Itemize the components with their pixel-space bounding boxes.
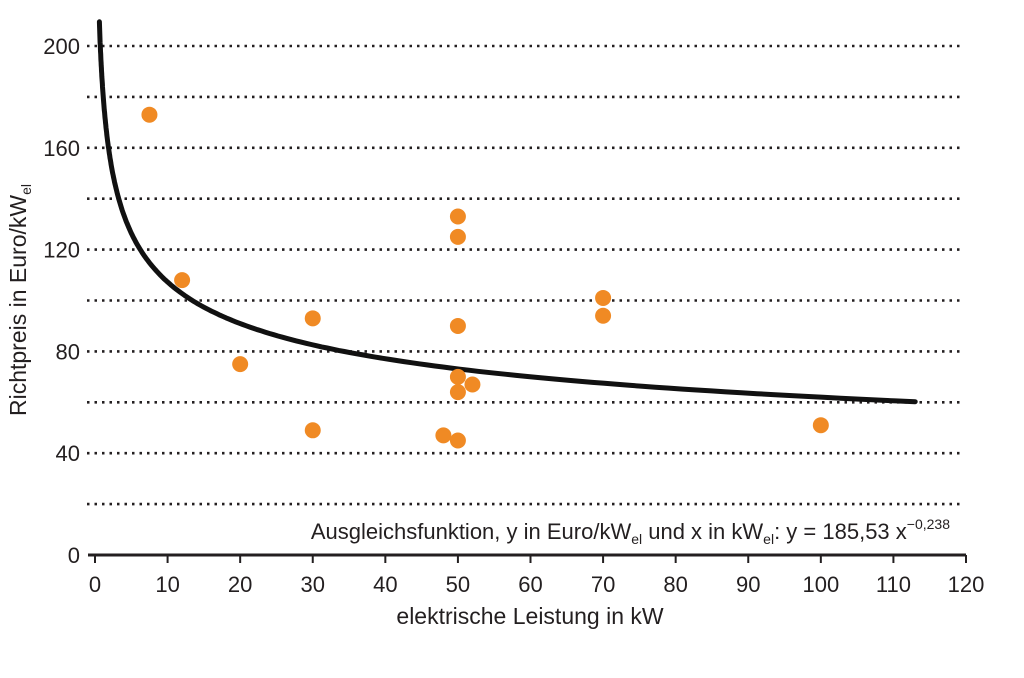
x-tick-label: 70	[591, 572, 615, 597]
y-axis-label-sub: el	[18, 184, 34, 195]
data-point	[232, 356, 249, 373]
data-point	[449, 384, 466, 401]
x-tick-label: 30	[301, 572, 325, 597]
data-point	[449, 368, 466, 385]
x-tick-label: 50	[446, 572, 470, 597]
y-tick-label: 200	[43, 34, 80, 59]
y-axis-label-main: Richtpreis in Euro/kW	[5, 195, 31, 416]
data-point	[435, 427, 452, 444]
x-tick-label: 40	[373, 572, 397, 597]
fit-annotation: Ausgleichsfunktion, y in Euro/kWel und x…	[311, 516, 950, 547]
data-point	[141, 106, 158, 123]
y-tick-label: 0	[68, 543, 80, 568]
data-point	[174, 272, 191, 289]
annotation-sub-1: el	[631, 531, 642, 547]
y-axis-label: Richtpreis in Euro/kWel	[5, 184, 34, 416]
gridlines	[87, 44, 962, 506]
data-point	[595, 307, 612, 324]
x-tick-label: 60	[518, 572, 542, 597]
x-tick-label: 0	[89, 572, 101, 597]
data-point	[595, 289, 612, 306]
data-point	[812, 417, 829, 434]
annotation-text-3: : y = 185,53 x	[774, 519, 907, 544]
data-point	[449, 208, 466, 225]
fit-curve	[96, 19, 918, 405]
y-tick-label: 160	[43, 136, 80, 161]
x-tick-label: 10	[155, 572, 179, 597]
annotation-sub-2: el	[763, 531, 774, 547]
x-axis-label: elektrische Leistung in kW	[396, 603, 663, 629]
data-point	[464, 376, 481, 393]
x-tick-label: 110	[876, 572, 911, 597]
annotation-text-2: und x in kW	[642, 519, 763, 544]
data-point	[304, 310, 321, 327]
data-points	[141, 106, 829, 449]
x-tick-label: 120	[948, 572, 985, 597]
data-point	[304, 422, 321, 439]
x-tick-label: 20	[228, 572, 252, 597]
annotation-text-1: Ausgleichsfunktion, y in Euro/kW	[311, 519, 632, 544]
data-point	[449, 317, 466, 334]
annotation-exponent: −0,238	[907, 516, 950, 532]
x-ticks: 0 10 20 30 40 50 60 70 80 90 100 110 120	[89, 555, 984, 597]
y-tick-label: 120	[43, 238, 80, 263]
y-ticks: 0 40 80 120 160 200	[43, 34, 80, 568]
data-point	[449, 432, 466, 449]
x-tick-label: 100	[802, 572, 839, 597]
y-tick-label: 80	[56, 339, 80, 364]
y-tick-label: 40	[56, 441, 80, 466]
data-point	[449, 228, 466, 245]
x-tick-label: 80	[663, 572, 687, 597]
x-tick-label: 90	[736, 572, 760, 597]
